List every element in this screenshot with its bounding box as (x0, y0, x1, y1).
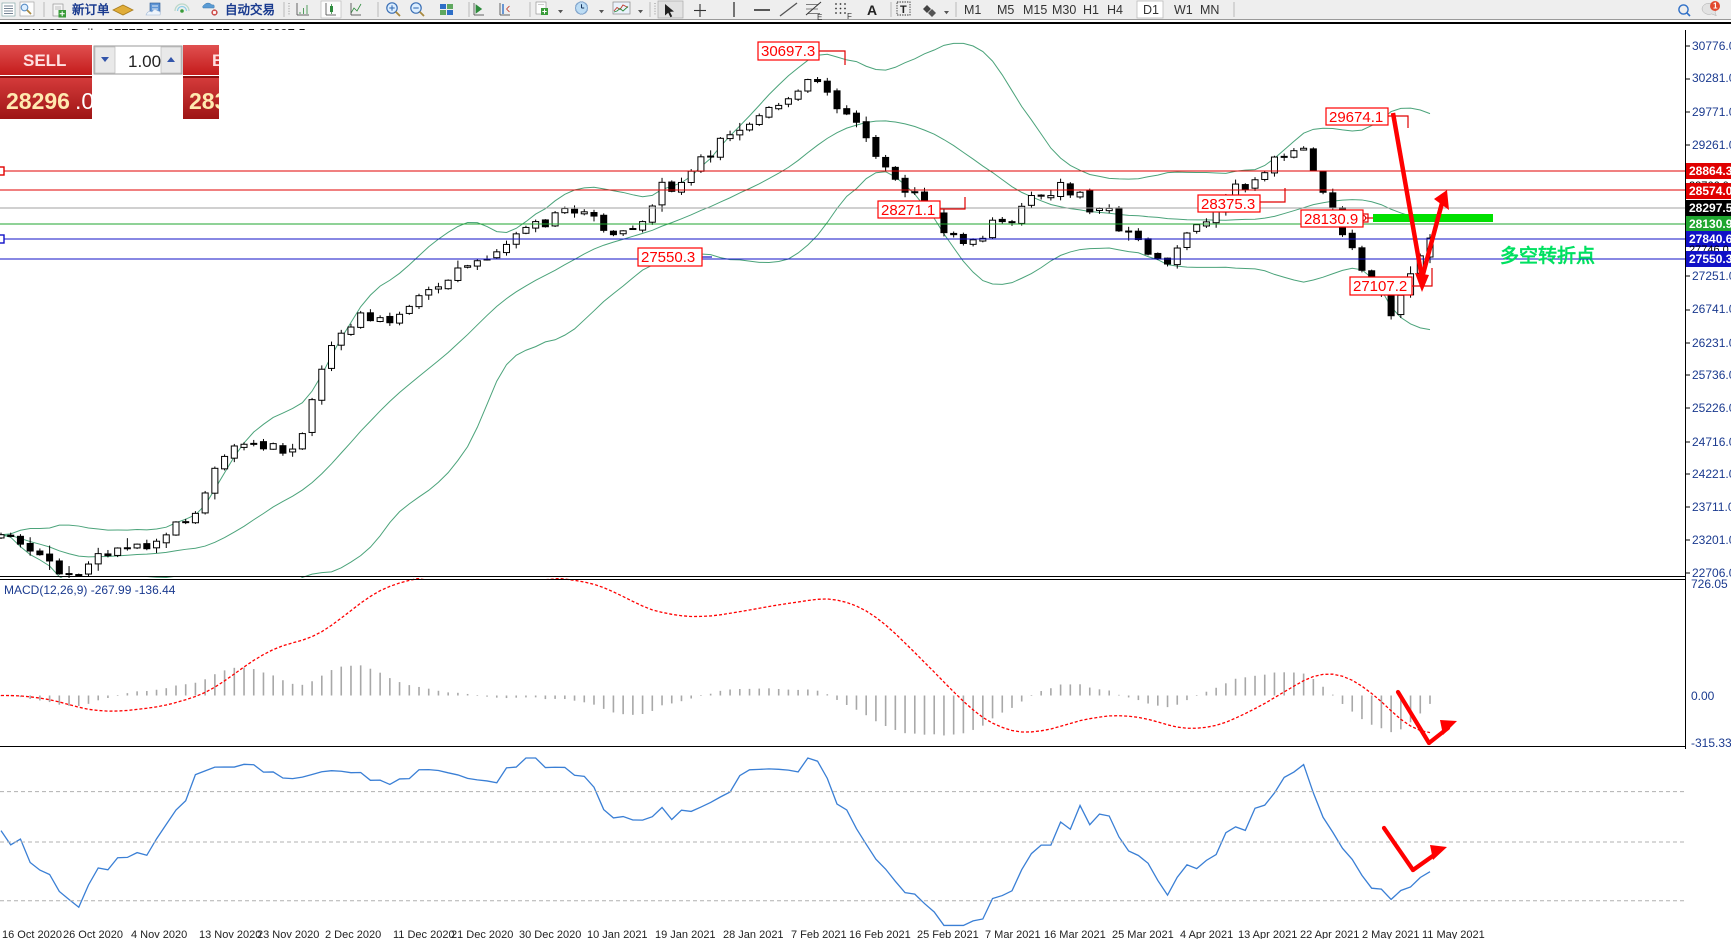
svg-text:.0: .0 (75, 88, 94, 114)
svg-text:26741.0: 26741.0 (1692, 302, 1731, 316)
svg-text:25736.0: 25736.0 (1692, 368, 1731, 382)
svg-text:25 Feb 2021: 25 Feb 2021 (917, 929, 979, 939)
svg-text:30697.3: 30697.3 (761, 43, 815, 60)
svg-text:多空转折点: 多空转折点 (1500, 244, 1595, 267)
svg-text:23201.0: 23201.0 (1692, 533, 1731, 547)
svg-text:7 Mar 2021: 7 Mar 2021 (985, 929, 1041, 939)
svg-text:22 Apr 2021: 22 Apr 2021 (1300, 929, 1359, 939)
svg-text:29771.0: 29771.0 (1692, 105, 1731, 119)
svg-text:21 Dec 2020: 21 Dec 2020 (451, 929, 513, 939)
svg-text:16 Oct 2020: 16 Oct 2020 (2, 929, 62, 939)
svg-text:11 Dec 2020: 11 Dec 2020 (393, 929, 455, 939)
svg-text:16 Mar 2021: 16 Mar 2021 (1044, 929, 1106, 939)
svg-text:0.00: 0.00 (1691, 689, 1715, 703)
svg-text:30281.0: 30281.0 (1692, 71, 1731, 85)
svg-text:28 Jan 2021: 28 Jan 2021 (723, 929, 784, 939)
svg-text:28130.9: 28130.9 (1304, 211, 1358, 228)
svg-text:30 Dec 2020: 30 Dec 2020 (519, 929, 581, 939)
svg-text:13 Nov 2020: 13 Nov 2020 (199, 929, 261, 939)
svg-text:25 Mar 2021: 25 Mar 2021 (1112, 929, 1174, 939)
svg-text:29674.1: 29674.1 (1329, 109, 1383, 126)
svg-text:28296: 28296 (6, 88, 70, 114)
svg-text:-315.33: -315.33 (1691, 736, 1731, 749)
svg-text:28574.0: 28574.0 (1689, 184, 1731, 198)
svg-text:26231.0: 26231.0 (1692, 336, 1731, 350)
svg-text:13 Apr 2021: 13 Apr 2021 (1238, 929, 1297, 939)
svg-text:23 Nov 2020: 23 Nov 2020 (257, 929, 319, 939)
svg-text:4 Nov 2020: 4 Nov 2020 (131, 929, 187, 939)
svg-text:28271.1: 28271.1 (881, 202, 935, 219)
svg-text:2 May 2021: 2 May 2021 (1362, 929, 1419, 939)
svg-text:27550.3: 27550.3 (641, 249, 695, 266)
svg-text:30776.0: 30776.0 (1692, 39, 1731, 53)
svg-text:19 Jan 2021: 19 Jan 2021 (655, 929, 716, 939)
svg-text:29261.0: 29261.0 (1692, 138, 1731, 152)
svg-text:27107.2: 27107.2 (1353, 278, 1407, 295)
svg-text:25226.0: 25226.0 (1692, 401, 1731, 415)
svg-text:28864.3: 28864.3 (1689, 164, 1731, 178)
svg-text:28375.3: 28375.3 (1201, 196, 1255, 213)
svg-text:16 Feb 2021: 16 Feb 2021 (849, 929, 911, 939)
svg-text:11 May 2021: 11 May 2021 (1422, 929, 1485, 939)
svg-text:4 Apr 2021: 4 Apr 2021 (1180, 929, 1233, 939)
svg-text:28297.5: 28297.5 (1689, 201, 1731, 215)
svg-text:SELL: SELL (23, 51, 66, 70)
svg-text:27251.0: 27251.0 (1692, 269, 1731, 283)
svg-text:24716.0: 24716.0 (1692, 435, 1731, 449)
svg-text:23711.0: 23711.0 (1692, 500, 1731, 514)
svg-text:BUY: BUY (212, 51, 219, 70)
svg-text:28130.9: 28130.9 (1689, 217, 1731, 231)
svg-text:10 Jan 2021: 10 Jan 2021 (587, 929, 648, 939)
svg-text:26 Oct 2020: 26 Oct 2020 (63, 929, 123, 939)
svg-text:2 Dec 2020: 2 Dec 2020 (325, 929, 381, 939)
svg-text:1.00: 1.00 (128, 52, 161, 71)
svg-text:24221.0: 24221.0 (1692, 467, 1731, 481)
svg-text:28319: 28319 (189, 88, 219, 114)
svg-text:27550.3: 27550.3 (1689, 252, 1731, 266)
svg-text:7 Feb 2021: 7 Feb 2021 (791, 929, 847, 939)
svg-text:726.05: 726.05 (1691, 578, 1728, 591)
